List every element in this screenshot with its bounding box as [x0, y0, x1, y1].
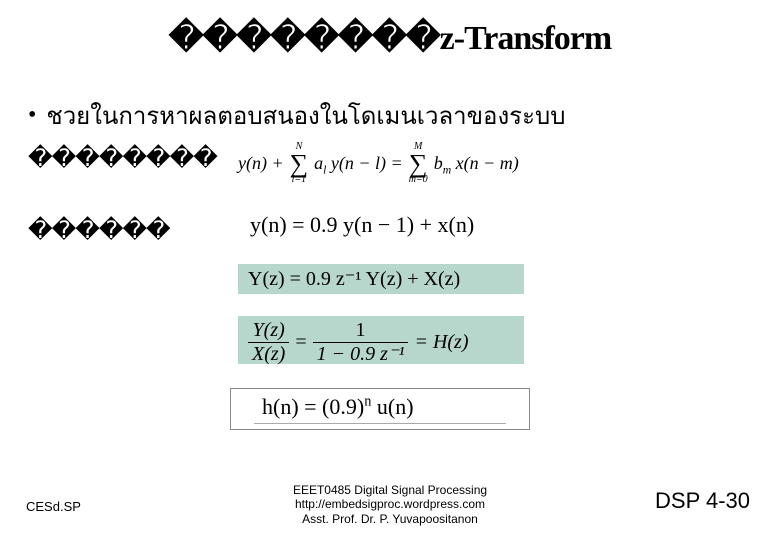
fraction-right: 1 1 − 0.9 z⁻¹ [313, 320, 409, 365]
bullet-row: • ชวยในการหาผลตอบสนองในโดเมนเวลาของระบบ [28, 96, 565, 135]
sigma2-sub: m [443, 164, 451, 177]
equation-recurrence: y(n) = 0.9 y(n − 1) + x(n) [250, 212, 474, 238]
bullet-dot: • [28, 102, 36, 129]
sigma1-tail: y(n − l) = [326, 153, 402, 173]
sigma2-body: bm x(n − m) [434, 153, 519, 174]
equation-summation: y(n) + N ∑ l=1 al y(n − l) = M ∑ m=0 bm … [238, 142, 519, 185]
frac-left-den: X(z) [248, 344, 289, 365]
sigma1-a: a [314, 153, 323, 173]
sigma2-b: b [434, 153, 443, 173]
equation-yz: Y(z) = 0.9 z⁻¹ Y(z) + X(z) [248, 266, 460, 291]
frac-right-num: 1 [352, 320, 370, 341]
frac-eq1: = [295, 331, 306, 354]
equation-hn: h(n) = (0.9)n u(n) [262, 394, 414, 420]
frac-tail: = H(z) [414, 331, 468, 354]
fraction-left: Y(z) X(z) [248, 320, 289, 365]
frac-right-den: 1 − 0.9 z⁻¹ [313, 344, 409, 365]
subheading-1: �������� [28, 144, 217, 173]
eq-hn-pre: h(n) = (0.9) [262, 394, 364, 419]
subheading-2: ������ [28, 216, 170, 245]
sigma-2: M ∑ m=0 [409, 142, 428, 185]
eq-sum-lhs: y(n) + [238, 153, 284, 174]
sigma2-tail: x(n − m) [451, 153, 519, 173]
sigma1-symbol: ∑ [290, 152, 309, 175]
sigma1-body: al y(n − l) = [314, 153, 403, 174]
sigma-1: N ∑ l=1 [290, 142, 309, 185]
sigma2-lower: m=0 [409, 175, 428, 185]
eq-hn-post: u(n) [371, 394, 413, 419]
equation-fraction: Y(z) X(z) = 1 1 − 0.9 z⁻¹ = H(z) [248, 320, 469, 365]
sigma2-symbol: ∑ [409, 152, 428, 175]
slide-title: ��������z-Transform [0, 18, 780, 58]
bullet-text: ชวยในการหาผลตอบสนองในโดเมนเวลาของระบบ [46, 96, 565, 135]
sigma1-lower: l=1 [292, 175, 307, 185]
footer-right: DSP 4-30 [655, 488, 750, 514]
frac-left-num: Y(z) [249, 320, 289, 341]
